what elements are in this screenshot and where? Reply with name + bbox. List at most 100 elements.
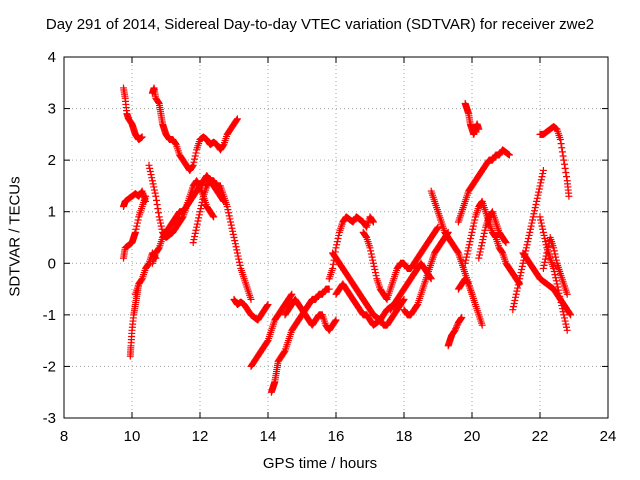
data-point: [463, 250, 471, 258]
data-point: [478, 239, 486, 247]
y-tick-label: -2: [43, 358, 56, 375]
data-point: [190, 158, 198, 166]
data-point: [537, 179, 545, 187]
data-point: [370, 262, 378, 270]
data-point: [227, 218, 235, 226]
data-point: [510, 300, 518, 308]
data-point: [231, 237, 239, 245]
data-point: [515, 278, 523, 286]
data-point: [475, 254, 483, 262]
data-point: [131, 228, 139, 236]
data-point: [153, 200, 161, 208]
data-point: [467, 235, 475, 243]
data-point: [144, 260, 152, 268]
data-point: [132, 225, 140, 233]
data-point: [526, 228, 534, 236]
data-point: [479, 236, 487, 244]
data-point: [280, 348, 288, 356]
series-track-22: [454, 275, 486, 329]
data-point: [560, 156, 568, 164]
data-point: [552, 277, 560, 285]
data-point: [197, 202, 205, 210]
data-point: [477, 245, 485, 253]
data-point: [226, 215, 234, 223]
data-point: [563, 326, 571, 334]
data-point: [550, 244, 558, 252]
data-point: [463, 253, 471, 261]
data-point: [225, 209, 233, 217]
data-point: [196, 208, 204, 216]
data-point: [287, 291, 295, 299]
data-point: [465, 241, 473, 249]
data-point: [558, 144, 566, 152]
data-point: [480, 232, 488, 240]
series-track-17: [359, 223, 442, 303]
series-track-15: [329, 249, 408, 329]
data-point: [505, 151, 513, 159]
data-point: [453, 322, 461, 330]
data-point: [539, 225, 547, 233]
data-point: [154, 205, 162, 213]
data-point: [512, 293, 520, 301]
data-point: [512, 290, 520, 298]
data-point: [227, 221, 235, 229]
data-point: [150, 186, 158, 194]
data-point: [152, 192, 160, 200]
data-point: [502, 239, 510, 247]
data-point: [427, 275, 435, 283]
data-point: [157, 222, 165, 230]
data-point: [522, 244, 530, 252]
data-point: [537, 176, 545, 184]
series-track-24: [454, 146, 513, 226]
data-point: [464, 247, 472, 255]
series-track-19: [400, 228, 452, 319]
data-point: [558, 302, 566, 310]
data-point: [329, 264, 337, 272]
data-point: [335, 231, 343, 239]
data-point: [552, 256, 560, 264]
data-point: [539, 170, 547, 178]
data-point: [513, 287, 521, 295]
data-point: [470, 219, 478, 227]
series-track-10: [230, 295, 272, 324]
data-point: [533, 197, 541, 205]
series-track-2: [120, 187, 150, 211]
data-point: [333, 238, 341, 246]
data-point: [557, 140, 565, 148]
data-point: [555, 289, 563, 297]
data-point: [191, 152, 199, 160]
y-tick-label: 1: [48, 204, 56, 221]
data-point: [554, 283, 562, 291]
data-point: [498, 248, 506, 256]
data-point: [147, 171, 155, 179]
data-point: [556, 136, 564, 144]
data-point: [146, 164, 154, 172]
data-point: [190, 236, 198, 244]
x-tick-label: 16: [328, 428, 345, 445]
data-point: [232, 243, 240, 251]
data-point: [467, 231, 475, 239]
data-point: [224, 206, 232, 214]
series-track-23: [461, 99, 483, 138]
data-point: [433, 224, 441, 232]
data-point: [529, 216, 537, 224]
data-point: [542, 252, 550, 260]
data-point: [150, 183, 158, 191]
data-point: [189, 161, 197, 169]
data-point: [368, 253, 376, 261]
series-track-6: [148, 84, 241, 174]
data-point: [138, 133, 146, 141]
data-point: [133, 219, 141, 227]
x-tick-label: 8: [60, 428, 68, 445]
data-point: [149, 180, 157, 188]
data-point: [192, 149, 200, 157]
data-point: [325, 285, 333, 293]
data-point: [557, 298, 565, 306]
data-point: [142, 192, 150, 200]
data-point: [247, 295, 255, 303]
y-axis-label: SDTVAR / TECUs: [6, 176, 24, 297]
data-point: [178, 214, 186, 222]
data-point: [478, 242, 486, 250]
data-point: [228, 224, 236, 232]
